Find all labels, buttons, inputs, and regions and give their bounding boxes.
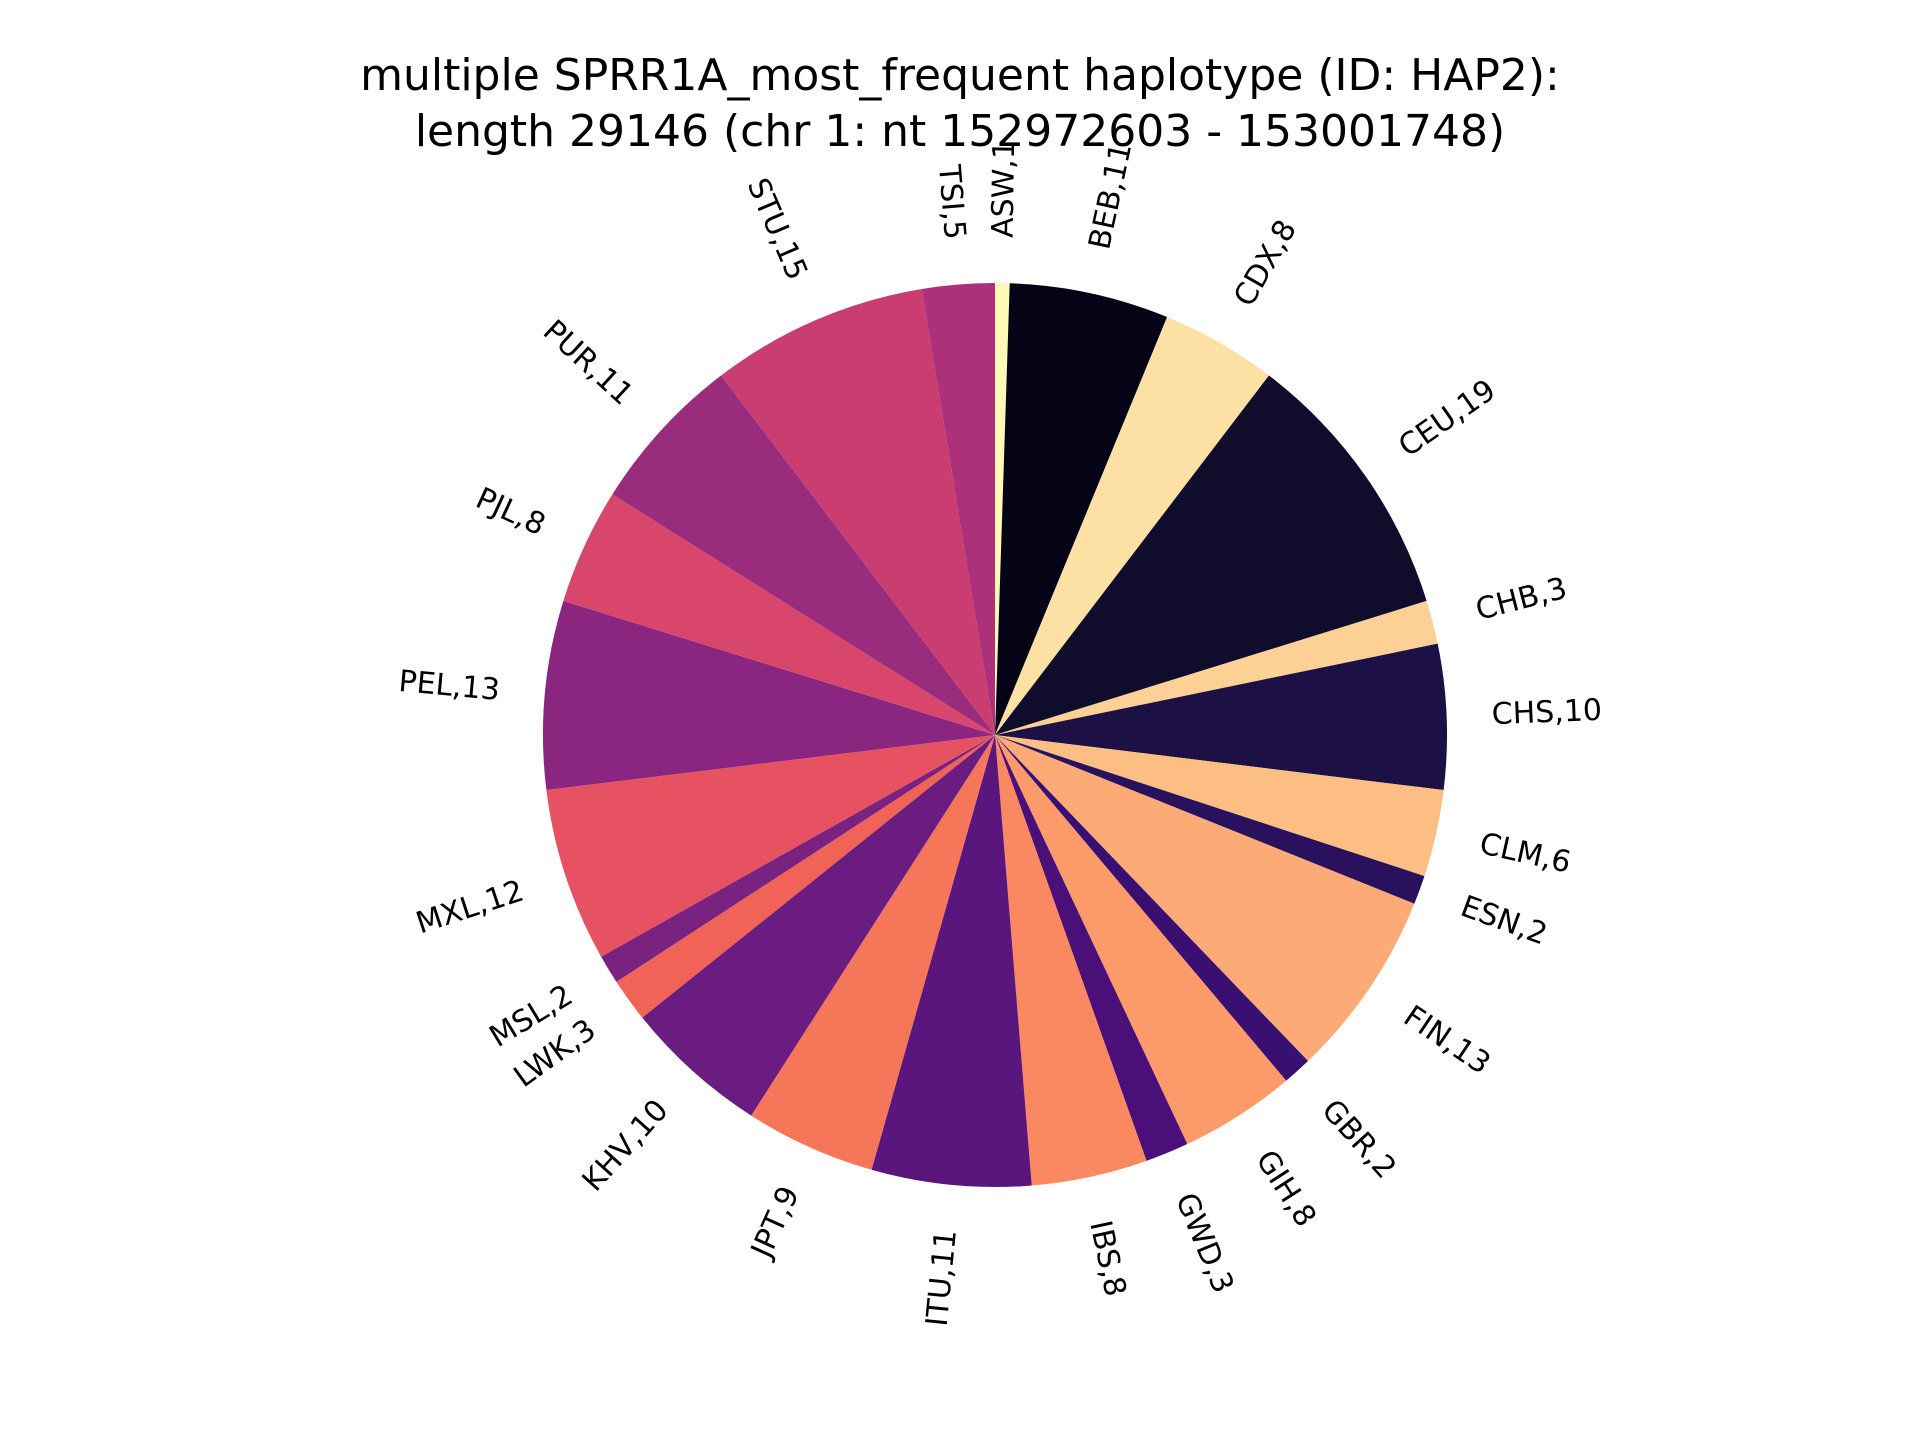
pie-slice-itu <box>871 735 1032 1187</box>
pie-slice-ibs <box>995 735 1147 1186</box>
pie-slice-mxl <box>546 735 995 957</box>
chart-title: multiple SPRR1A_most_frequent haplotype … <box>0 48 1920 160</box>
pie-label-pjl: PJL,8 <box>470 481 550 543</box>
pie-label-cdx: CDX,8 <box>1227 214 1304 312</box>
pie-slice-stu <box>721 288 995 735</box>
pie-slice-gbr <box>995 735 1309 1081</box>
pie-label-ibs: IBS,8 <box>1082 1217 1132 1299</box>
pie-label-itu: ITU,11 <box>920 1228 964 1328</box>
pie-label-asw: ASW,1 <box>986 140 1023 238</box>
pie-label-esn: ESN,2 <box>1456 889 1552 952</box>
pie-slice-fin <box>995 735 1415 1062</box>
pie-label-stu: STU,15 <box>740 173 815 285</box>
pie-slices <box>542 283 1448 1187</box>
pie-label-pur: PUR,11 <box>536 313 640 412</box>
pie-slice-khv <box>642 735 995 1116</box>
pie-label-tsi: TSI,5 <box>931 162 972 240</box>
pie-slice-asw <box>995 283 1010 735</box>
pie-slice-gwd <box>995 735 1188 1161</box>
pie-label-jpt: JPT,9 <box>744 1181 807 1265</box>
pie-slice-msl <box>601 735 995 982</box>
pie-slice-jpt <box>751 735 995 1170</box>
pie-slice-gih <box>995 735 1287 1145</box>
pie-slice-beb <box>995 283 1168 735</box>
pie-slice-ceu <box>995 375 1427 735</box>
pie-label-fin: FIN,13 <box>1397 999 1496 1082</box>
pie-label-clm: CLM,6 <box>1476 826 1574 880</box>
pie-slice-pur <box>612 375 995 735</box>
pie-slice-esn <box>995 735 1425 904</box>
pie-slice-lwk <box>616 735 995 1018</box>
pie-label-ceu: CEU,19 <box>1392 373 1502 464</box>
chart-title-line-1: multiple SPRR1A_most_frequent haplotype … <box>360 50 1560 101</box>
pie-slice-cdx <box>995 317 1269 735</box>
pie-slice-chs <box>995 643 1448 791</box>
pie-label-khv: KHV,10 <box>576 1093 676 1199</box>
pie-label-gwd: GWD,3 <box>1168 1188 1240 1298</box>
pie-slice-tsi <box>921 283 995 735</box>
pie-slice-clm <box>995 735 1444 877</box>
pie-label-mxl: MXL,12 <box>412 874 528 942</box>
pie-slice-pjl <box>563 494 995 735</box>
pie-label-gih: GIH,8 <box>1248 1144 1322 1233</box>
pie-label-beb: BEB,11 <box>1082 140 1139 253</box>
pie-label-gbr: GBR,2 <box>1314 1093 1402 1186</box>
pie-slice-pel <box>542 600 995 791</box>
pie-slice-chb <box>995 600 1438 735</box>
pie-label-pel: PEL,13 <box>397 664 501 708</box>
chart-subtitle: length 29146 (chr 1: nt 152972603 - 1530… <box>414 106 1506 157</box>
pie-label-chb: CHB,3 <box>1472 571 1571 628</box>
pie-label-chs: CHS,10 <box>1491 693 1603 732</box>
